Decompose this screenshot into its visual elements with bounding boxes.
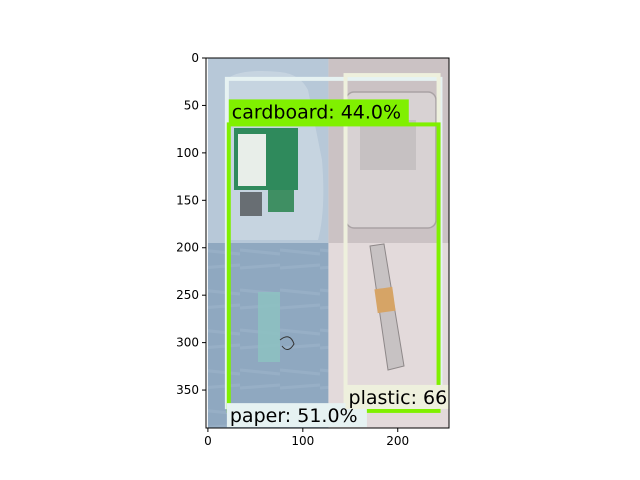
x-tick-label: 100 — [291, 434, 314, 448]
plastic-label: plastic: 66. — [349, 387, 454, 409]
bottle-barcode — [240, 192, 262, 216]
y-tick-label: 0 — [191, 51, 199, 65]
paper-tape — [258, 292, 280, 362]
x-tick-label: 0 — [204, 434, 212, 448]
y-tick-label: 200 — [176, 241, 199, 255]
bottle-label-text — [238, 134, 266, 186]
x-tick-label: 200 — [386, 434, 409, 448]
bottle-sticker-small — [268, 190, 294, 212]
plastic-label-background — [345, 384, 449, 409]
y-tick-label: 150 — [176, 193, 199, 207]
paper-label-background — [226, 403, 367, 428]
axes-frame — [205, 57, 450, 429]
detections-layer: paper: 51.0%plastic: 66. cardboard: 44.0% — [224, 73, 454, 428]
paper-label: paper: 51.0% — [230, 405, 358, 427]
cardboard-label-background — [228, 99, 409, 124]
y-tick-label: 300 — [176, 336, 199, 350]
paper-scribble — [279, 336, 295, 350]
y-tick-label: 50 — [184, 98, 199, 112]
ticks-layer: 0 100 200 0 50 100 150 200 250 300 350 — [176, 51, 409, 448]
container-lid — [360, 120, 416, 170]
y-tick-label: 350 — [176, 383, 199, 397]
y-tick-label: 250 — [176, 288, 199, 302]
plastic-bottle-label — [374, 286, 396, 314]
cardboard-label: cardboard: 44.0% — [232, 101, 401, 123]
y-tick-label: 100 — [176, 146, 199, 160]
